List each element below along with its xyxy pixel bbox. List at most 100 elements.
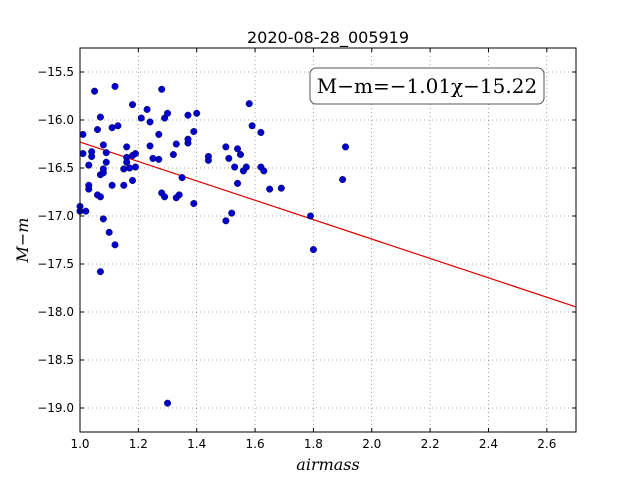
annotation-text: M−m=−1.01χ−15.22	[317, 74, 537, 98]
x-tick-label: 2.6	[537, 437, 556, 451]
fit-line-group	[79, 141, 577, 308]
data-point	[88, 148, 96, 156]
data-point	[190, 128, 198, 136]
data-point	[234, 179, 242, 187]
y-tick-label: −19.0	[37, 401, 74, 415]
data-point	[129, 101, 137, 109]
data-point	[222, 217, 230, 225]
data-point	[96, 268, 104, 276]
x-axis-label: airmass	[296, 455, 359, 474]
data-point	[126, 164, 134, 172]
y-tick-label: −16.0	[37, 113, 74, 127]
x-tick-labels: 1.0 1.2 1.4 1.6 1.8 2.0 2.2 2.4 2.6	[70, 437, 556, 451]
data-point	[94, 126, 102, 134]
data-point	[184, 111, 192, 119]
data-point	[146, 142, 154, 150]
data-point	[129, 176, 137, 184]
data-point	[228, 209, 236, 217]
data-point	[260, 167, 268, 175]
data-point	[149, 154, 157, 162]
x-tick-label: 1.8	[304, 437, 323, 451]
x-tick-label: 1.0	[70, 437, 89, 451]
data-point	[111, 241, 119, 249]
data-point	[102, 149, 110, 157]
data-point	[105, 228, 113, 236]
y-tick-labels: −15.5 −16.0 −16.5 −17.0 −17.5 −18.0 −18.5 −19.0	[37, 65, 74, 415]
data-point	[85, 181, 93, 189]
data-point	[114, 122, 122, 130]
data-point	[225, 154, 233, 162]
data-point	[266, 185, 274, 193]
x-tick-label: 1.6	[246, 437, 265, 451]
chart-title: 2020-08-28_005919	[247, 28, 409, 48]
data-point	[164, 109, 172, 117]
data-point	[102, 158, 110, 166]
fit-annotation-box: M−m=−1.01χ−15.22	[309, 67, 545, 105]
data-point	[306, 212, 314, 220]
data-point	[193, 109, 201, 117]
data-point	[99, 141, 107, 149]
data-point	[339, 176, 347, 184]
y-axis-label: M−m	[13, 218, 32, 264]
data-points	[76, 82, 350, 407]
data-point	[96, 193, 104, 201]
data-point	[178, 174, 186, 182]
y-tick-label: −17.0	[37, 209, 74, 223]
data-point	[231, 163, 239, 171]
annotation-frame	[309, 67, 545, 105]
data-point	[99, 215, 107, 223]
data-point	[236, 151, 244, 159]
x-tick-label: 2.2	[421, 437, 440, 451]
data-point	[161, 193, 169, 201]
data-point	[123, 158, 131, 166]
data-point	[222, 143, 230, 151]
data-point	[131, 150, 139, 158]
data-point	[169, 151, 177, 159]
data-point	[137, 114, 145, 122]
y-tick-label: −15.5	[37, 65, 74, 79]
data-point	[204, 152, 212, 160]
data-point	[111, 82, 119, 90]
x-tick-label: 1.2	[129, 437, 148, 451]
data-point	[85, 161, 93, 169]
data-point	[158, 85, 166, 93]
fit-line	[79, 141, 577, 308]
data-point	[123, 143, 131, 151]
y-tick-label: −18.0	[37, 305, 74, 319]
y-tick-label: −16.5	[37, 161, 74, 175]
data-point	[245, 100, 253, 108]
data-point	[155, 130, 163, 138]
data-point	[234, 145, 242, 153]
data-point	[309, 246, 317, 254]
data-point	[242, 163, 250, 171]
plot-frame	[79, 47, 577, 433]
data-point	[164, 399, 172, 407]
data-point	[79, 150, 87, 158]
data-point	[91, 87, 99, 95]
axis-ticks	[79, 48, 576, 432]
data-point	[172, 140, 180, 148]
data-point	[79, 130, 87, 138]
data-point	[120, 165, 128, 173]
data-point	[108, 181, 116, 189]
y-tick-label: −17.5	[37, 257, 74, 271]
data-point	[257, 128, 265, 136]
data-point	[108, 124, 116, 132]
data-point	[342, 143, 350, 151]
data-point	[82, 207, 90, 215]
data-point	[248, 122, 256, 130]
data-point	[99, 165, 107, 173]
data-point	[120, 181, 128, 189]
x-tick-label: 2.4	[479, 437, 498, 451]
data-point	[96, 113, 104, 121]
data-point	[143, 105, 151, 113]
data-point	[190, 200, 198, 208]
data-point	[175, 191, 183, 199]
y-tick-label: −18.5	[37, 353, 74, 367]
x-tick-label: 1.4	[187, 437, 206, 451]
data-point	[146, 118, 154, 126]
data-point	[277, 184, 285, 192]
x-tick-label: 2.0	[362, 437, 381, 451]
plot-area	[80, 48, 576, 432]
